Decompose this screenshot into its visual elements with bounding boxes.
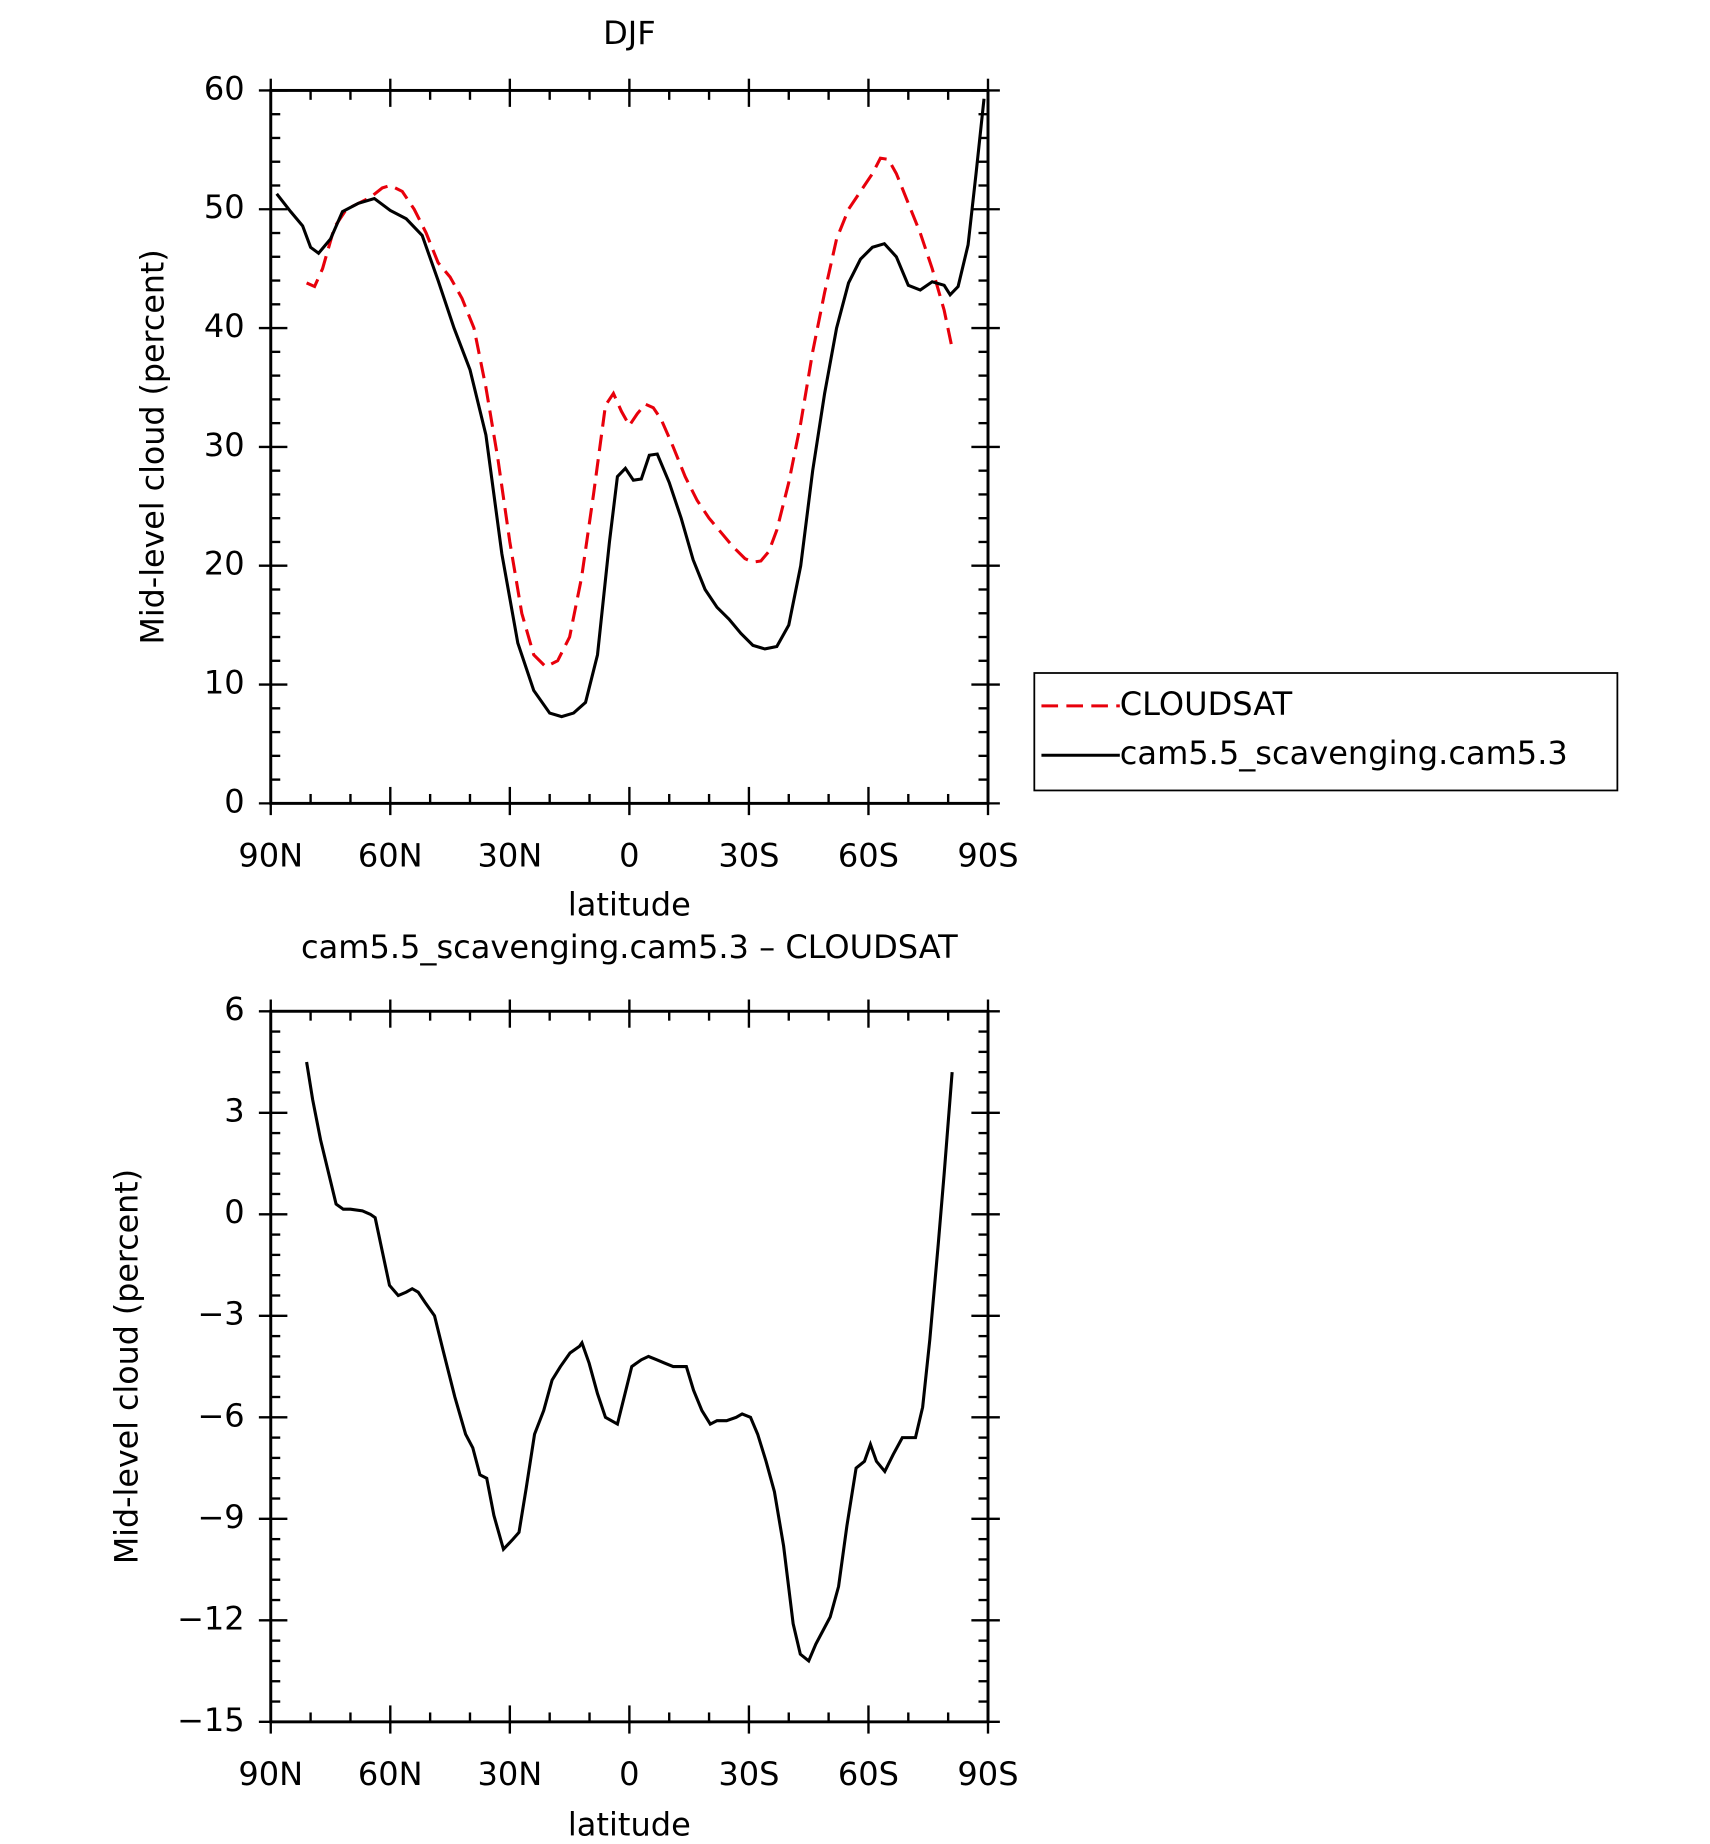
x-tick-label: 90N <box>238 1755 303 1793</box>
x-tick-label: 30S <box>718 1755 779 1793</box>
y-tick-label: −6 <box>197 1396 244 1434</box>
x-tick-label: 30N <box>477 837 542 875</box>
legend-label: CLOUDSAT <box>1120 685 1293 723</box>
y-tick-label: 30 <box>204 426 245 464</box>
x-tick-label: 60S <box>838 1755 899 1793</box>
data-line <box>305 1061 954 1664</box>
x-tick-label: 30N <box>477 1755 542 1793</box>
x-tick-label: 60N <box>358 837 423 875</box>
legend-label: cam5.5_scavenging.cam5.3 <box>1120 734 1568 772</box>
data-line <box>275 98 986 719</box>
x-axis-label: latitude <box>568 886 691 924</box>
plot-frame <box>269 1009 990 1724</box>
y-tick-label: 0 <box>224 1193 244 1231</box>
y-tick-label: 6 <box>224 990 244 1028</box>
y-tick-label: 0 <box>224 782 244 820</box>
x-tick-label: 0 <box>619 1755 639 1793</box>
y-tick-label: 20 <box>204 545 245 583</box>
plot-frame <box>269 88 990 805</box>
x-tick-label: 90S <box>957 837 1018 875</box>
y-tick-label: −9 <box>197 1498 244 1536</box>
x-tick-label: 90S <box>957 1755 1018 1793</box>
y-tick-label: −3 <box>197 1295 244 1333</box>
chart-title: DJF <box>603 14 656 52</box>
y-tick-label: 60 <box>204 70 245 108</box>
y-tick-label: 10 <box>204 664 245 702</box>
x-tick-label: 30S <box>718 837 779 875</box>
y-tick-label: −12 <box>177 1599 245 1637</box>
x-tick-label: 90N <box>238 837 303 875</box>
chart-title: cam5.5_scavenging.cam5.3 – CLOUDSAT <box>301 928 958 966</box>
data-line <box>305 156 954 669</box>
x-axis-label: latitude <box>568 1805 691 1843</box>
y-tick-label: 40 <box>204 307 245 345</box>
legend-box <box>1033 672 1619 792</box>
y-axis-label: Mid-level cloud (percent) <box>107 1169 145 1564</box>
y-axis-label: Mid-level cloud (percent) <box>133 249 171 644</box>
x-tick-label: 0 <box>619 837 639 875</box>
y-tick-label: 50 <box>204 188 245 226</box>
y-tick-label: 3 <box>224 1092 244 1130</box>
y-tick-label: −15 <box>177 1701 245 1739</box>
x-tick-label: 60N <box>358 1755 423 1793</box>
x-tick-label: 60S <box>838 837 899 875</box>
